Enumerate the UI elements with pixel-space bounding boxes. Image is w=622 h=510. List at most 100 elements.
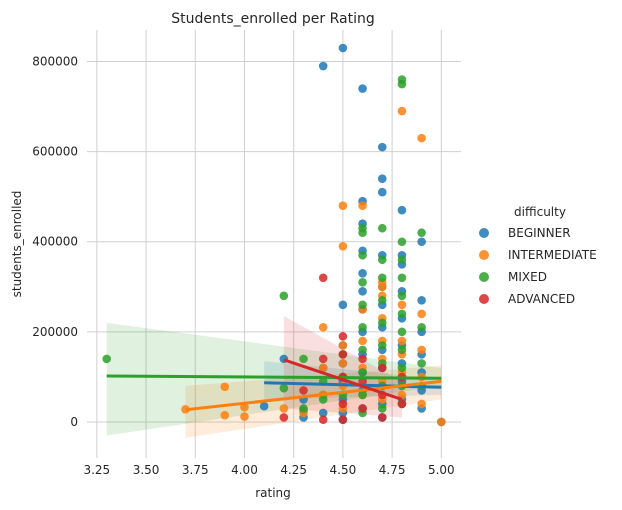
legend-label: BEGINNER — [508, 226, 571, 240]
data-point — [318, 395, 328, 404]
data-point — [338, 300, 348, 310]
x-tick-label: 4.50 — [330, 463, 357, 477]
data-point — [397, 399, 407, 409]
data-point — [338, 350, 348, 359]
regression-line — [185, 379, 442, 412]
data-point — [417, 399, 426, 409]
data-point — [240, 412, 249, 421]
data-point — [417, 296, 426, 305]
data-point — [318, 273, 328, 283]
x-tick-label: 3.50 — [133, 463, 160, 477]
y-tick-label: 400000 — [32, 235, 78, 249]
y-tick-label: 200000 — [32, 325, 78, 339]
x-tick-label: 4.75 — [379, 463, 406, 477]
data-point — [377, 413, 387, 422]
data-point — [358, 287, 367, 296]
legend-marker — [479, 250, 489, 260]
data-point — [318, 323, 328, 332]
data-point — [417, 133, 426, 143]
data-point — [377, 255, 387, 265]
x-axis-label: rating — [255, 486, 291, 500]
data-point — [417, 359, 426, 368]
data-point — [338, 341, 348, 350]
data-point — [377, 174, 387, 183]
x-tick-label: 4.25 — [280, 463, 307, 477]
data-point — [358, 268, 367, 278]
data-point — [338, 201, 348, 211]
data-point — [377, 404, 387, 413]
data-point — [299, 404, 308, 413]
data-point — [299, 354, 308, 364]
data-point — [102, 354, 111, 364]
data-point — [377, 142, 387, 152]
x-tick-label: 4.00 — [231, 463, 258, 477]
data-point — [397, 300, 407, 310]
data-point — [417, 345, 426, 355]
legend-label: MIXED — [508, 270, 547, 284]
legend-title: difficulty — [514, 205, 566, 219]
data-point — [358, 390, 367, 400]
data-point — [377, 341, 387, 350]
data-point — [377, 363, 387, 373]
x-tick-label: 3.25 — [83, 463, 110, 477]
data-point — [279, 383, 289, 393]
data-point — [338, 241, 348, 251]
data-point — [358, 323, 367, 332]
tick-labels: 3.25 3.50 3.75 4.00 4.25 4.50 4.75 5.00 0 200000 4… — [32, 55, 454, 477]
x-tick-label: 3.75 — [182, 463, 209, 477]
chart-title: Students_enrolled per Rating — [171, 11, 374, 27]
legend: difficulty BEGINNER INTERMEDIATE MIXED ADVA… — [479, 205, 597, 306]
data-point — [358, 300, 367, 310]
data-point — [397, 345, 407, 355]
y-tick-label: 600000 — [32, 145, 78, 159]
data-point — [397, 390, 407, 400]
confidence-band — [185, 365, 442, 438]
legend-marker — [479, 228, 489, 238]
y-tick-label: 0 — [70, 415, 78, 429]
data-point — [417, 323, 426, 332]
data-point — [377, 187, 387, 197]
data-point — [358, 354, 367, 364]
y-axis-label: students_enrolled — [10, 191, 24, 298]
data-point — [397, 273, 407, 283]
data-point — [417, 309, 426, 319]
data-point — [338, 359, 348, 368]
confidence-band — [106, 322, 442, 436]
data-point — [397, 363, 407, 373]
data-point — [318, 408, 328, 418]
data-point — [358, 228, 367, 238]
data-point — [358, 336, 367, 346]
data-point — [437, 417, 446, 427]
data-point — [318, 61, 328, 71]
data-point — [397, 336, 407, 346]
data-point — [397, 327, 407, 337]
regression-line — [106, 374, 442, 380]
data-point — [417, 237, 426, 247]
data-point — [397, 106, 407, 116]
data-point — [358, 377, 367, 386]
confidence-band — [264, 361, 442, 400]
data-point — [377, 318, 387, 328]
legend-marker — [479, 294, 489, 304]
data-point — [358, 201, 367, 211]
data-point — [338, 415, 348, 425]
data-point — [220, 410, 230, 420]
data-point — [358, 404, 367, 413]
data-point — [377, 223, 387, 233]
data-point — [397, 205, 407, 215]
data-point — [279, 413, 289, 422]
data-point — [397, 309, 407, 319]
confidence-bands — [106, 316, 442, 438]
data-point — [358, 345, 367, 355]
data-point — [358, 277, 367, 287]
data-point — [338, 332, 348, 341]
data-point — [397, 79, 407, 89]
data-point — [299, 386, 308, 395]
data-point — [318, 415, 328, 425]
regression-line — [264, 381, 442, 389]
regression-lines — [106, 358, 442, 412]
data-point — [279, 404, 289, 413]
data-point — [377, 273, 387, 283]
data-point — [358, 250, 367, 260]
